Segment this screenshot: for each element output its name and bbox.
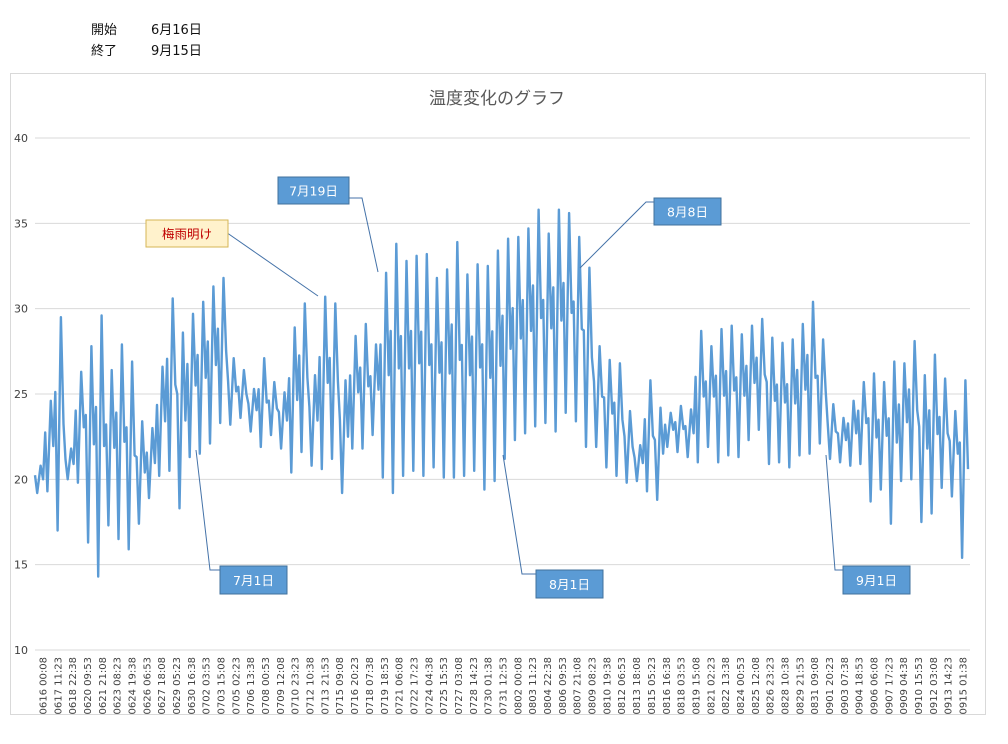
x-tick-label: 0913 14:23	[944, 657, 955, 714]
x-tick-label: 0812 06:53	[617, 657, 628, 714]
x-tick-label: 0816 16:38	[662, 657, 673, 714]
x-tick-label: 0620 09:53	[83, 657, 94, 714]
x-tick-label: 0818 03:53	[677, 657, 688, 714]
start-value: 6月16日	[151, 23, 202, 38]
x-tick-label: 0906 06:08	[870, 657, 881, 714]
x-tick-label: 0706 13:38	[246, 657, 257, 714]
callout-label: 7月1日	[233, 573, 274, 588]
x-tick-label: 0703 15:08	[217, 657, 228, 714]
x-tick-label: 0629 05:23	[172, 657, 183, 714]
x-tick-label: 0806 09:53	[558, 657, 569, 714]
callout-leader-line	[195, 449, 220, 571]
callout-label: 8月8日	[667, 205, 708, 220]
x-tick-label: 0810 19:38	[602, 657, 613, 714]
x-tick-label: 0910 15:53	[914, 657, 925, 714]
x-tick-label: 0626 06:53	[142, 657, 153, 714]
x-tick-label: 0727 03:08	[454, 657, 465, 714]
x-tick-label: 0901 20:23	[825, 657, 836, 714]
callout-label: 7月19日	[289, 184, 338, 199]
x-tick-label: 0716 20:23	[350, 657, 361, 714]
callout-label: 梅雨明け	[162, 227, 212, 242]
x-tick-label: 0708 00:53	[261, 657, 272, 714]
x-tick-label: 0621 21:08	[98, 657, 109, 714]
x-tick-label: 0709 12:08	[276, 657, 287, 714]
x-tick-label: 0831 09:08	[810, 657, 821, 714]
callout-leader-line	[579, 201, 654, 269]
x-tick-label: 0821 02:23	[706, 657, 717, 714]
end-label: 終了	[91, 44, 118, 59]
x-tick-label: 0623 08:23	[113, 657, 124, 714]
y-tick-label: 35	[14, 217, 28, 230]
x-tick-label: 0718 07:38	[365, 657, 376, 714]
x-tick-label: 0731 12:53	[499, 657, 510, 714]
callout-label: 9月1日	[856, 573, 897, 588]
callout-leader-line	[227, 233, 319, 297]
x-tick-label: 0903 07:38	[840, 657, 851, 714]
x-tick-label: 0828 10:38	[780, 657, 791, 714]
callout-box[interactable]	[842, 565, 911, 595]
x-tick-label: 0710 23:23	[291, 657, 302, 714]
x-tick-label: 0712 10:38	[306, 657, 317, 714]
x-tick-label: 0826 23:23	[766, 657, 777, 714]
x-tick-label: 0813 18:08	[632, 657, 643, 714]
x-tick-label: 0909 04:38	[899, 657, 910, 714]
x-tick-label: 0803 11:23	[528, 657, 539, 714]
callout-box[interactable]	[535, 569, 604, 599]
x-tick-label: 0616 00:08	[38, 657, 49, 714]
callout-label: 8月1日	[549, 577, 590, 592]
x-tick-label: 0722 17:23	[409, 657, 420, 714]
x-tick-label: 0824 00:53	[736, 657, 747, 714]
y-tick-label: 20	[14, 473, 28, 486]
x-tick-label: 0624 19:38	[127, 657, 138, 714]
y-tick-label: 40	[14, 132, 28, 145]
x-tick-label: 0904 18:53	[855, 657, 866, 714]
y-tick-label: 15	[14, 559, 28, 572]
end-value: 9月15日	[151, 44, 202, 59]
x-tick-label: 0819 15:08	[691, 657, 702, 714]
callout-leader-line	[825, 454, 843, 571]
x-tick-label: 0630 16:38	[187, 657, 198, 714]
callout-box[interactable]	[219, 565, 288, 595]
x-tick-label: 0809 08:23	[588, 657, 599, 714]
callout-leader-line	[502, 454, 536, 575]
start-label: 開始	[91, 23, 118, 38]
x-tick-label: 0713 21:53	[320, 657, 331, 714]
x-tick-label: 0627 18:08	[157, 657, 168, 714]
chart-title: 温度変化のグラフ	[429, 89, 565, 109]
x-tick-label: 0725 15:53	[439, 657, 450, 714]
callout-box[interactable]	[277, 176, 350, 205]
x-tick-label: 0907 17:23	[884, 657, 895, 714]
x-tick-label: 0730 01:38	[484, 657, 495, 714]
x-tick-label: 0829 21:53	[795, 657, 806, 714]
x-tick-label: 0721 06:08	[395, 657, 406, 714]
x-tick-label: 0705 02:23	[231, 657, 242, 714]
x-tick-label: 0618 22:38	[68, 657, 79, 714]
callout-box[interactable]	[653, 197, 722, 226]
x-tick-label: 0915 01:38	[959, 657, 970, 714]
x-tick-label: 0728 14:23	[469, 657, 480, 714]
x-tick-label: 0617 11:23	[53, 657, 64, 714]
y-tick-label: 10	[14, 644, 28, 657]
callout-leader-line	[349, 197, 379, 273]
x-tick-label: 0715 09:08	[335, 657, 346, 714]
x-tick-label: 0802 00:08	[513, 657, 524, 714]
x-tick-label: 0702 03:53	[202, 657, 213, 714]
x-tick-label: 0815 05:23	[647, 657, 658, 714]
x-tick-label: 0822 13:38	[721, 657, 732, 714]
x-tick-label: 0804 22:38	[543, 657, 554, 714]
x-tick-label: 0807 21:08	[573, 657, 584, 714]
callout-box[interactable]	[145, 219, 229, 248]
x-tick-label: 0912 03:08	[929, 657, 940, 714]
temperature-series-line	[33, 208, 970, 578]
x-tick-label: 0825 12:08	[751, 657, 762, 714]
y-tick-label: 25	[14, 388, 28, 401]
x-tick-label: 0724 04:38	[424, 657, 435, 714]
x-tick-label: 0719 18:53	[380, 657, 391, 714]
y-tick-label: 30	[14, 303, 28, 316]
